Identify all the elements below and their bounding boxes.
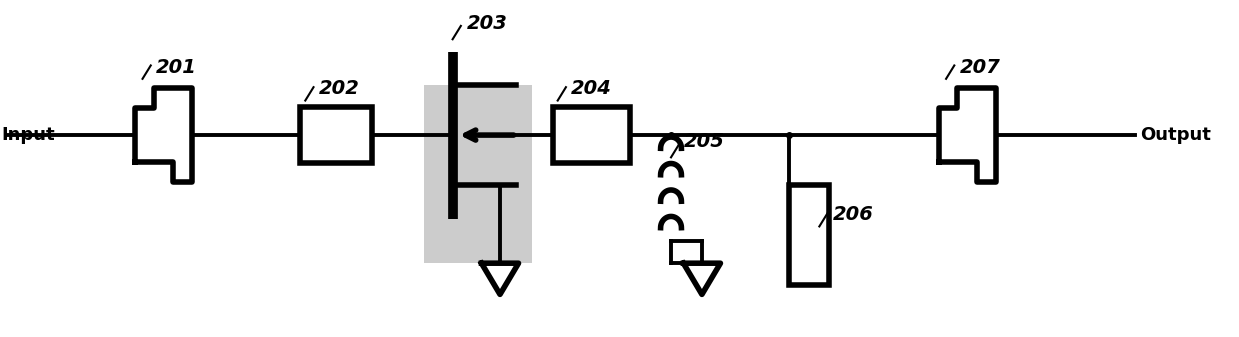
Text: Input: Input — [1, 126, 55, 144]
Text: 203: 203 — [467, 13, 508, 33]
Text: 201: 201 — [156, 58, 197, 76]
Bar — [789, 185, 829, 285]
Bar — [300, 107, 372, 163]
Polygon shape — [939, 88, 995, 182]
Polygon shape — [482, 263, 519, 295]
Text: 205: 205 — [684, 132, 725, 151]
Text: 202: 202 — [318, 79, 359, 98]
Polygon shape — [135, 88, 192, 182]
Bar — [424, 85, 532, 263]
Polygon shape — [684, 263, 720, 295]
Text: 207: 207 — [959, 58, 1000, 76]
Bar — [553, 107, 629, 163]
Text: 204: 204 — [571, 79, 612, 98]
Text: Output: Output — [1140, 126, 1211, 144]
Text: 206: 206 — [833, 205, 873, 224]
